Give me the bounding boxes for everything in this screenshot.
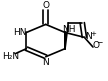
Text: O: O [42, 1, 49, 10]
Text: N: N [42, 58, 49, 67]
Text: −: − [96, 38, 103, 47]
Text: O: O [92, 41, 99, 50]
Text: N: N [85, 32, 92, 41]
Text: H₂N: H₂N [2, 52, 19, 61]
Text: HN: HN [13, 28, 27, 37]
Text: +: + [91, 31, 96, 37]
Text: NH: NH [63, 25, 76, 34]
